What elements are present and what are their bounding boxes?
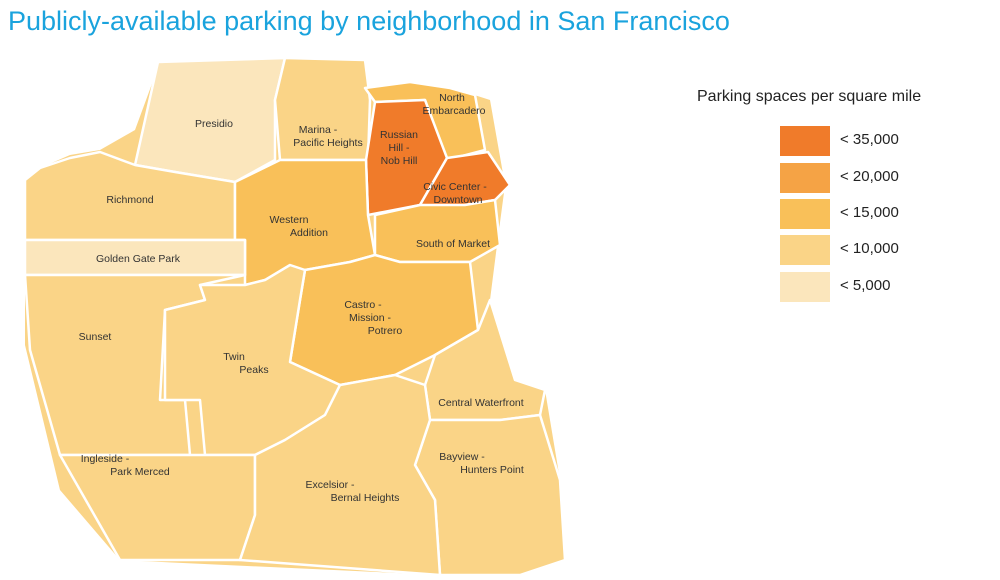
label-north-embarcadero: North — [439, 92, 465, 104]
legend-item: < 20,000 — [780, 163, 980, 197]
legend-title: Parking spaces per square mile — [697, 88, 922, 105]
label-castro: Potrero — [368, 325, 403, 337]
label-sunset: Sunset — [79, 331, 112, 343]
label-civic-center: Downtown — [433, 194, 482, 206]
map-title: Publicly-available parking by neighborho… — [8, 6, 730, 36]
legend-label: < 20,000 — [840, 168, 899, 185]
label-central-waterfront: Central Waterfront — [438, 397, 523, 409]
legend-item: < 15,000 — [780, 199, 980, 233]
legend-swatch — [780, 272, 830, 302]
legend-item: < 35,000 — [780, 126, 980, 160]
label-twin-peaks: Peaks — [239, 364, 268, 376]
label-marina: Pacific Heights — [293, 137, 362, 149]
label-bayview: Hunters Point — [460, 464, 524, 476]
label-ingleside: Park Merced — [110, 466, 170, 478]
legend-label: < 5,000 — [840, 277, 891, 294]
label-golden-gate-park: Golden Gate Park — [96, 253, 181, 265]
legend-label: < 10,000 — [840, 240, 899, 257]
legend-item: < 5,000 — [780, 272, 980, 306]
label-south-of-market: South of Market — [416, 238, 490, 250]
label-marina: Marina - — [299, 124, 338, 136]
region-sunset — [23, 273, 247, 457]
label-excelsior: Bernal Heights — [331, 492, 400, 504]
legend-swatch — [780, 163, 830, 193]
label-bayview: Bayview - — [439, 451, 485, 463]
label-russian-hill: Nob Hill — [381, 155, 418, 167]
label-castro: Mission - — [349, 312, 392, 324]
legend-label: < 15,000 — [840, 204, 899, 221]
region-excelsior — [238, 373, 442, 577]
legend-label: < 35,000 — [840, 131, 899, 148]
label-russian-hill: Russian — [380, 129, 418, 141]
label-western-addition: Western — [270, 214, 309, 226]
legend-swatch — [780, 235, 830, 265]
label-richmond: Richmond — [106, 194, 153, 206]
label-ingleside: Ingleside - — [81, 453, 130, 465]
label-presidio: Presidio — [195, 118, 233, 130]
label-north-embarcadero: Embarcadero — [422, 105, 485, 117]
legend-item: < 10,000 — [780, 235, 980, 269]
legend-swatch — [780, 126, 830, 156]
legend: Parking spaces per square mile < 35,000 … — [697, 88, 922, 302]
label-excelsior: Excelsior - — [305, 479, 355, 491]
label-civic-center: Civic Center - — [423, 181, 487, 193]
label-castro: Castro - — [344, 299, 382, 311]
label-twin-peaks: Twin — [223, 351, 245, 363]
label-western-addition: Addition — [290, 227, 328, 239]
legend-swatch — [780, 199, 830, 229]
label-russian-hill: Hill - — [389, 142, 410, 154]
